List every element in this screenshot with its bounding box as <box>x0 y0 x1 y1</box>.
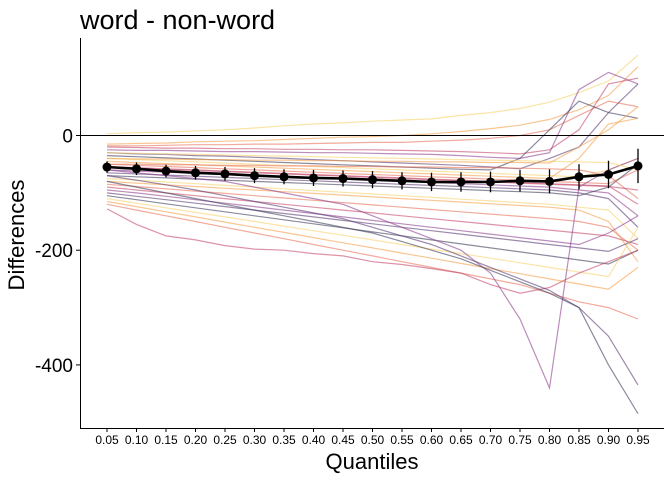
x-tick-label: 0.30 <box>243 433 267 447</box>
individual-line <box>107 100 639 147</box>
mean-point <box>220 169 230 179</box>
mean-point <box>427 177 436 187</box>
y-axis-ticks: 0 -200 -400 <box>35 127 80 377</box>
x-tick-label: 0.75 <box>508 433 532 447</box>
individual-line <box>106 152 639 171</box>
x-tick-label: 0.35 <box>272 433 296 447</box>
individual-line <box>106 157 639 391</box>
x-tick-label: 0.70 <box>479 433 503 447</box>
x-tick-label: 0.10 <box>125 433 149 447</box>
individual-line <box>106 54 639 135</box>
mean-series <box>102 148 643 194</box>
mean-point <box>338 174 348 184</box>
mean-point <box>515 176 525 186</box>
individual-line <box>106 175 639 386</box>
mean-point <box>545 176 554 186</box>
x-tick-label: 0.45 <box>331 433 355 447</box>
individual-line <box>106 180 639 263</box>
x-tick-label: 0.90 <box>597 433 621 447</box>
x-tick-label: 0.25 <box>213 433 237 447</box>
y-axis-title: Differences <box>4 180 29 291</box>
mean-point <box>279 172 289 182</box>
chart-title: word - non-word <box>79 5 275 35</box>
individual-line <box>106 189 639 246</box>
mean-point <box>250 171 259 181</box>
mean-point <box>456 177 466 187</box>
individual-line <box>106 195 639 265</box>
x-tick-label: 0.85 <box>567 433 591 447</box>
individual-line <box>107 163 639 200</box>
individual-lines <box>106 54 639 415</box>
individual-line <box>106 77 639 155</box>
individual-line <box>106 200 639 290</box>
x-tick-label: 0.15 <box>154 433 178 447</box>
x-tick-label: 0.60 <box>420 433 444 447</box>
mean-point <box>132 164 141 174</box>
x-tick-label: 0.95 <box>626 433 650 447</box>
mean-point <box>574 172 584 182</box>
mean-point <box>486 177 495 187</box>
mean-point <box>309 173 318 183</box>
y-tick-label: -200 <box>35 241 73 262</box>
individual-line <box>106 180 639 415</box>
individual-line <box>106 192 639 253</box>
mean-point <box>397 176 407 186</box>
x-axis-ticks: 0.05 0.10 0.15 0.20 0.25 0.30 0.35 0.40 0.45 0.50… <box>95 428 650 447</box>
individual-line <box>106 106 639 164</box>
y-tick-label: -400 <box>35 356 73 377</box>
individual-line <box>106 71 639 160</box>
x-tick-label: 0.05 <box>95 433 119 447</box>
x-tick-label: 0.65 <box>449 433 473 447</box>
individual-line <box>106 66 639 145</box>
x-tick-label: 0.55 <box>390 433 414 447</box>
y-tick-label: 0 <box>62 127 73 148</box>
x-tick-label: 0.50 <box>361 433 385 447</box>
mean-point <box>368 175 377 185</box>
mean-point <box>604 170 613 179</box>
individual-line <box>106 177 639 240</box>
mean-point <box>161 166 171 176</box>
x-tick-label: 0.80 <box>538 433 562 447</box>
mean-point <box>102 162 112 172</box>
individual-line <box>106 198 639 278</box>
x-tick-label: 0.40 <box>302 433 326 447</box>
mean-point <box>191 168 200 178</box>
x-tick-label: 0.20 <box>184 433 208 447</box>
mean-point <box>633 161 643 171</box>
individual-line <box>106 208 639 294</box>
individual-line <box>106 186 639 246</box>
individual-line <box>106 83 639 170</box>
individual-line <box>106 183 639 251</box>
x-axis-title: Quantiles <box>326 449 419 474</box>
